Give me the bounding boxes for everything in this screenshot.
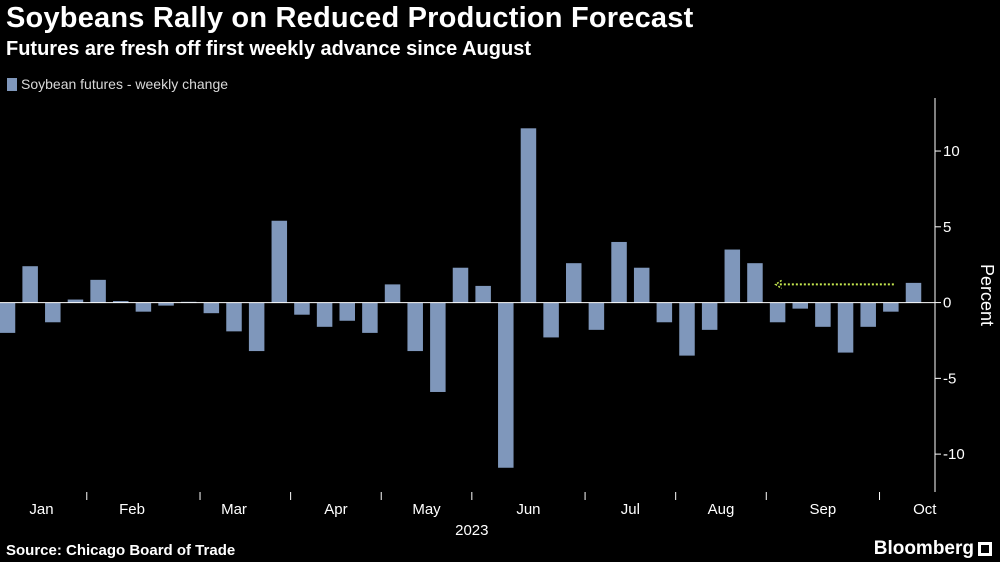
- bar: [633, 267, 650, 303]
- x-tick-label: Feb: [119, 501, 145, 518]
- bar: [747, 263, 763, 303]
- bar: [860, 302, 876, 327]
- brand-logo: Bloomberg: [874, 538, 992, 560]
- bar: [905, 282, 922, 303]
- bar: [566, 263, 582, 303]
- legend-label: Soybean futures - weekly change: [21, 76, 229, 92]
- y-tick-label: 5: [943, 219, 951, 236]
- bar: [498, 302, 514, 468]
- bar: [248, 302, 265, 352]
- legend-swatch: [7, 77, 17, 91]
- x-tick-label: Jun: [516, 501, 540, 518]
- bloomberg-mark-icon: [978, 542, 992, 556]
- bar: [588, 302, 605, 330]
- bar: [90, 279, 106, 303]
- x-year-label: 2023: [455, 522, 488, 539]
- bar: [724, 249, 741, 303]
- x-tick-label: Jul: [621, 501, 640, 518]
- bar: [271, 220, 288, 303]
- source-note: Source: Chicago Board of Trade: [6, 542, 236, 559]
- y-tick-label: -10: [943, 446, 965, 463]
- bar: [203, 302, 220, 314]
- y-axis-label: Percent: [977, 264, 997, 326]
- x-tick-label: Aug: [708, 501, 735, 518]
- bar: [339, 302, 355, 321]
- brand-name: Bloomberg: [873, 538, 974, 559]
- bar: [792, 302, 808, 309]
- bar: [316, 302, 333, 327]
- bar: [407, 302, 423, 352]
- bar: [0, 302, 16, 333]
- bar: [769, 302, 786, 323]
- chart-title: Soybeans Rally on Reduced Production For…: [6, 2, 694, 34]
- bar: [22, 266, 38, 303]
- x-tick-label: Oct: [913, 501, 937, 518]
- y-tick-label: -5: [943, 370, 956, 387]
- bar: [837, 302, 854, 353]
- bar: [701, 302, 718, 330]
- bar: [135, 302, 152, 312]
- bar: [679, 302, 695, 356]
- y-tick-label: 0: [943, 295, 951, 312]
- x-tick-label: Mar: [221, 501, 247, 518]
- x-tick-label: Apr: [324, 501, 347, 518]
- bar: [158, 302, 174, 306]
- bar: [226, 302, 242, 332]
- chart-subtitle: Futures are fresh off first weekly advan…: [6, 38, 531, 60]
- bar: [113, 301, 129, 303]
- bar: [611, 241, 627, 303]
- bar: [452, 267, 469, 303]
- legend: Soybean futures - weekly change: [7, 76, 228, 92]
- bar: [543, 302, 559, 338]
- x-tick-label: May: [412, 501, 441, 518]
- bar: [67, 299, 84, 303]
- bar: [384, 284, 401, 303]
- annotation-arrowhead-icon: [774, 279, 783, 290]
- bar: [362, 302, 378, 333]
- y-tick-label: 10: [943, 143, 960, 160]
- x-tick-label: Sep: [810, 501, 837, 518]
- bar: [520, 128, 537, 303]
- bar: [815, 302, 831, 327]
- bar: [45, 302, 61, 323]
- bar: [656, 302, 673, 323]
- bar: [430, 302, 446, 392]
- bar: [475, 285, 491, 303]
- bar: [883, 302, 899, 312]
- bar: [294, 302, 310, 315]
- x-tick-label: Jan: [29, 501, 53, 518]
